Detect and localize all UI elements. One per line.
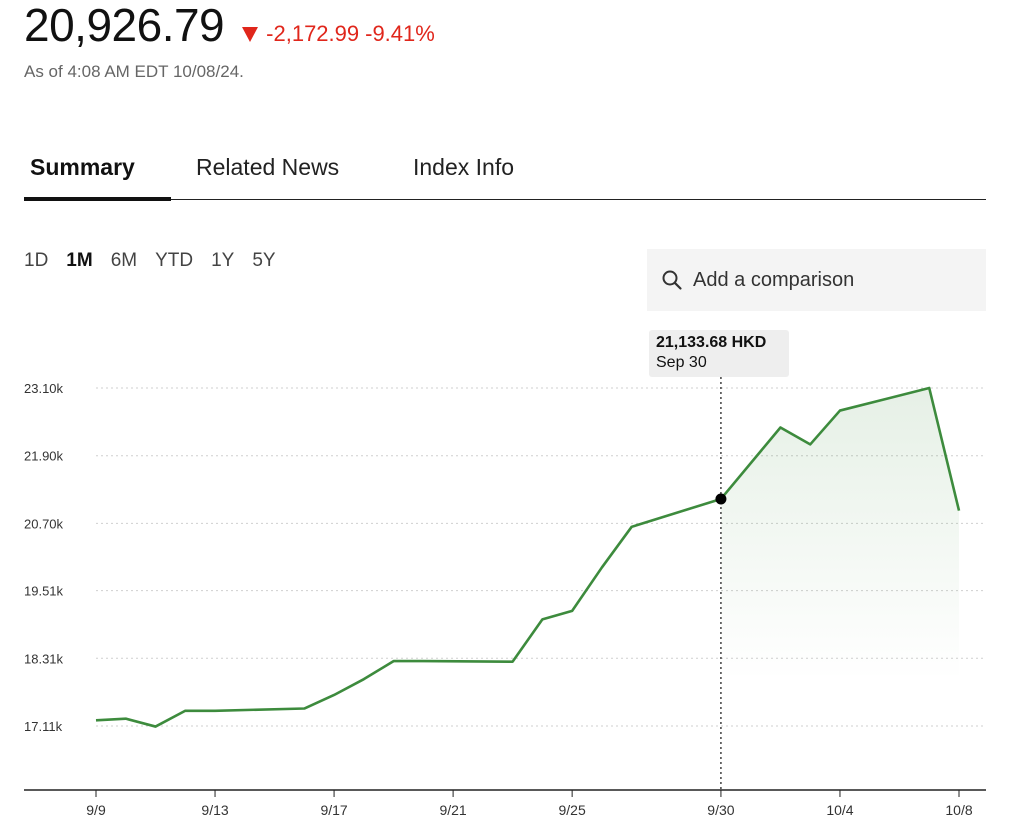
range-6m[interactable]: 6M: [110, 250, 138, 271]
x-tick-label: 9/9: [86, 802, 106, 818]
x-tick-label: 10/4: [826, 802, 853, 818]
x-tick-label: 9/21: [439, 802, 466, 818]
active-tab-indicator: [24, 197, 171, 201]
price-line: [95, 386, 961, 728]
time-range-selector: 1D 1M 6M YTD 1Y 5Y: [24, 250, 276, 272]
range-1m[interactable]: 1M: [66, 250, 93, 271]
y-tick-label: 23.10k: [24, 381, 64, 396]
x-tick-label: 9/30: [707, 802, 734, 818]
tab-summary[interactable]: Summary: [30, 154, 135, 180]
x-tick-label: 9/17: [320, 802, 347, 818]
range-1d[interactable]: 1D: [24, 250, 49, 271]
range-1y[interactable]: 1Y: [211, 250, 235, 271]
range-5y[interactable]: 5Y: [252, 250, 276, 271]
price-change: -2,172.99 -9.41%: [242, 21, 435, 47]
chart-area-fill: [720, 388, 959, 680]
y-tick-label: 17.11k: [24, 719, 63, 734]
y-tick-label: 20.70k: [24, 516, 64, 531]
highlight-point: [715, 493, 727, 505]
y-tick-label: 19.51k: [24, 584, 64, 599]
quote-header: 20,926.79 -2,172.99 -9.41%: [24, 0, 435, 50]
y-tick-label: 18.31k: [24, 651, 64, 666]
change-percent: -9.41%: [365, 21, 435, 46]
tooltip-value: 21,133.68 HKD: [656, 334, 767, 351]
y-tick-label: 21.90k: [24, 449, 64, 464]
tooltip-date: Sep 30: [656, 354, 707, 371]
tab-bar: Summary Related News Index Info: [24, 150, 986, 201]
x-tick-label: 9/13: [201, 802, 228, 818]
tab-index-info[interactable]: Index Info: [413, 154, 515, 180]
x-tick-label: 10/8: [945, 802, 972, 818]
as-of-timestamp: As of 4:08 AM EDT 10/08/24.: [24, 62, 244, 81]
chart-tooltip: 21,133.68 HKD Sep 30: [649, 330, 789, 377]
comparison-search[interactable]: [647, 249, 986, 311]
change-value: -2,172.99: [266, 21, 360, 46]
tab-related-news[interactable]: Related News: [196, 154, 340, 180]
x-tick-label: 9/25: [559, 802, 586, 818]
range-ytd[interactable]: YTD: [155, 250, 194, 271]
search-icon: [662, 270, 682, 290]
last-price: 20,926.79: [24, 0, 225, 51]
down-triangle-icon: [242, 27, 259, 42]
price-chart[interactable]: 17.11k 18.31k 19.51k 20.70k 21.90k 23.10k 9/9 9…: [0, 320, 1023, 835]
comparison-input[interactable]: [693, 268, 973, 292]
